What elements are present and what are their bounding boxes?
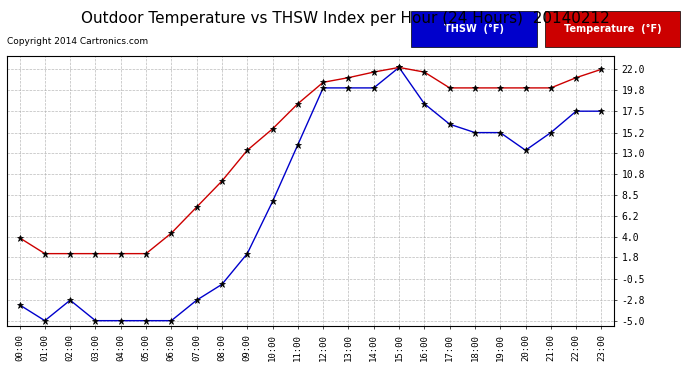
Text: Temperature  (°F): Temperature (°F)	[564, 24, 661, 34]
Text: Copyright 2014 Cartronics.com: Copyright 2014 Cartronics.com	[7, 38, 148, 46]
Text: Outdoor Temperature vs THSW Index per Hour (24 Hours)  20140212: Outdoor Temperature vs THSW Index per Ho…	[81, 11, 609, 26]
Text: THSW  (°F): THSW (°F)	[444, 24, 504, 34]
FancyBboxPatch shape	[411, 11, 537, 47]
FancyBboxPatch shape	[545, 11, 680, 47]
